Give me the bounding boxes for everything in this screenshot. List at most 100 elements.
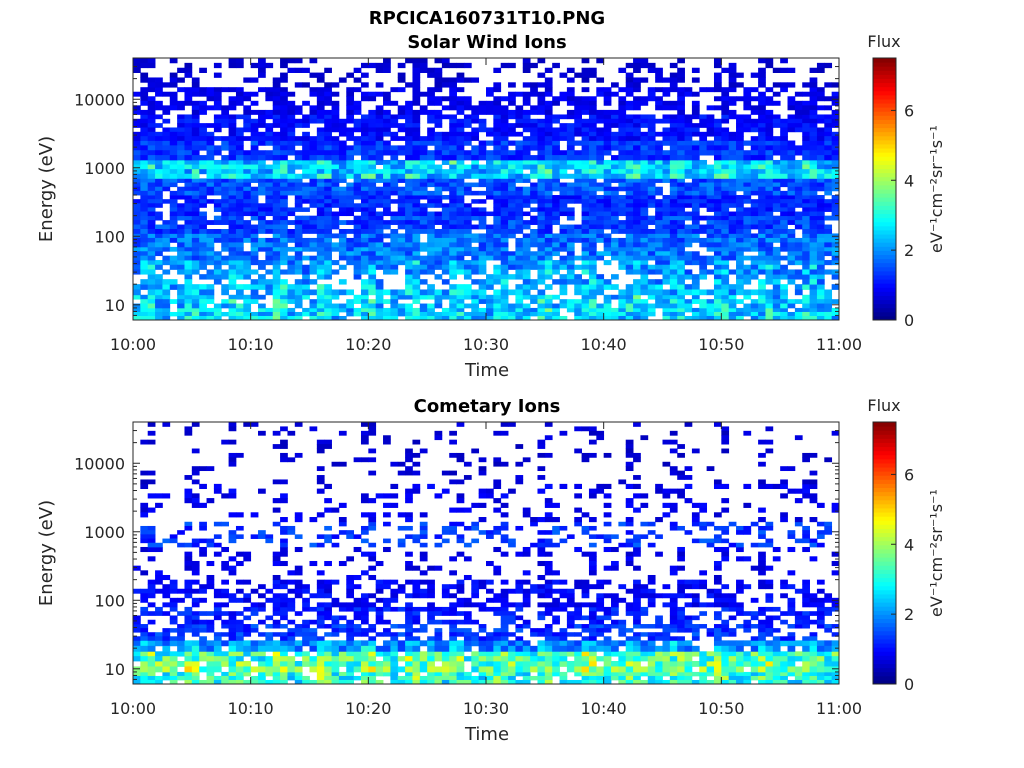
heatmap-cell (537, 105, 546, 111)
heatmap-cell (133, 220, 141, 225)
heatmap-cell (816, 207, 825, 212)
heatmap-cell (243, 109, 252, 115)
heatmap-cell (728, 82, 737, 88)
heatmap-cell (441, 211, 450, 217)
heatmap-cell (375, 82, 384, 88)
heatmap-cell (677, 164, 685, 170)
heatmap-cell (331, 178, 340, 183)
heatmap-cell (736, 224, 744, 230)
heatmap-cell (272, 229, 281, 234)
heatmap-cell (581, 237, 590, 243)
heatmap-cell (471, 169, 480, 175)
heatmap-cell (640, 145, 649, 151)
heatmap-cell (169, 260, 178, 266)
heatmap-cell (750, 237, 759, 243)
heatmap-cell (508, 260, 516, 266)
heatmap-cell (302, 195, 310, 200)
heatmap-cell (309, 190, 318, 196)
heatmap-cell (515, 307, 524, 313)
heatmap-cell (338, 159, 347, 165)
heatmap-cell (603, 233, 612, 239)
heatmap-cell (405, 224, 413, 230)
heatmap-cell (390, 190, 399, 196)
heatmap-cell (235, 666, 244, 673)
heatmap-cell (405, 82, 413, 88)
heatmap-cell (383, 255, 391, 261)
heatmap-cell (669, 311, 678, 317)
heatmap-cell (383, 127, 391, 133)
heatmap-cell (758, 123, 766, 128)
heatmap-cell (390, 173, 399, 179)
heatmap-cell (324, 150, 332, 156)
heatmap-cell (191, 150, 200, 156)
heatmap-cell (280, 199, 288, 204)
heatmap-cell (140, 315, 149, 321)
heatmap-cell (794, 190, 803, 196)
heatmap-cell (434, 229, 443, 234)
heatmap-cell (699, 311, 708, 317)
heatmap-cell (721, 87, 730, 93)
heatmap-cell (721, 269, 730, 275)
heatmap-cell (596, 207, 605, 212)
heatmap-cell (831, 109, 840, 115)
heatmap-cell (184, 211, 193, 217)
heatmap-cell (500, 274, 509, 280)
heatmap-cell (802, 155, 810, 161)
heatmap-cell (802, 195, 810, 200)
heatmap-cell (338, 199, 347, 204)
heatmap-cell (250, 62, 259, 69)
heatmap-cell (265, 136, 274, 141)
heatmap-cell (596, 679, 605, 685)
heatmap-cell (809, 666, 818, 673)
heatmap-cell (353, 164, 362, 170)
heatmap-cell (706, 140, 715, 146)
heatmap-cell (493, 109, 502, 115)
heatmap-cell (463, 96, 472, 102)
heatmap-cell (272, 114, 281, 120)
heatmap-cell (235, 182, 244, 188)
heatmap-cell (478, 233, 487, 239)
heatmap-cell (596, 255, 605, 261)
heatmap-cell (728, 159, 737, 165)
heatmap-cell (221, 109, 229, 115)
heatmap-cell (463, 294, 472, 300)
heatmap-cell (522, 307, 531, 313)
heatmap-cell (412, 666, 421, 673)
colorbar-segment (873, 295, 896, 301)
heatmap-cell (691, 131, 700, 137)
heatmap-cell (177, 114, 185, 120)
heatmap-cell (684, 145, 693, 151)
heatmap-cell (140, 207, 149, 212)
heatmap-cell (559, 679, 568, 685)
heatmap-cell (463, 289, 472, 296)
heatmap-cell (338, 211, 347, 217)
heatmap-cell (486, 315, 494, 321)
heatmap-cell (721, 131, 730, 137)
heatmap-cell (809, 279, 818, 285)
heatmap-cell (449, 123, 457, 128)
heatmap-cell (633, 660, 641, 667)
heatmap-cell (647, 91, 656, 97)
heatmap-cell (772, 159, 781, 165)
heatmap-cell (177, 289, 185, 296)
heatmap-cell (147, 159, 156, 165)
heatmap-cell (463, 224, 472, 230)
heatmap-cell (397, 150, 406, 156)
heatmap-cell (309, 255, 318, 261)
heatmap-cell (353, 87, 362, 93)
heatmap-cell (596, 87, 605, 93)
heatmap-cell (596, 671, 605, 677)
heatmap-cell (184, 178, 193, 183)
heatmap-cell (787, 666, 796, 673)
heatmap-cell (427, 199, 435, 204)
heatmap-cell (235, 140, 244, 146)
heatmap-cell (419, 311, 428, 317)
heatmap-cell (662, 118, 671, 124)
heatmap-cell (280, 91, 288, 97)
heatmap-cell (647, 284, 656, 290)
heatmap-cell (162, 237, 171, 243)
heatmap-cell (750, 96, 759, 102)
heatmap-cell (669, 186, 678, 192)
heatmap-cell (412, 67, 421, 73)
heatmap-cell (412, 127, 421, 133)
